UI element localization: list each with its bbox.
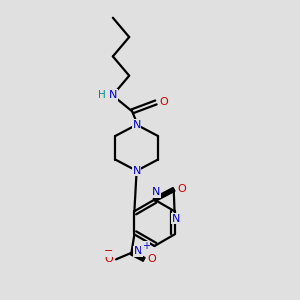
Text: O: O <box>147 254 156 264</box>
Text: N: N <box>134 246 142 256</box>
Text: N: N <box>132 166 141 176</box>
Text: O: O <box>178 184 186 194</box>
Text: N: N <box>109 90 117 100</box>
Text: O: O <box>159 98 168 107</box>
Text: N: N <box>152 187 160 197</box>
Text: H: H <box>98 90 105 100</box>
Text: +: + <box>142 241 150 251</box>
Text: −: − <box>104 246 113 256</box>
Text: N: N <box>172 214 180 224</box>
Text: O: O <box>104 254 113 264</box>
Text: N: N <box>132 120 141 130</box>
